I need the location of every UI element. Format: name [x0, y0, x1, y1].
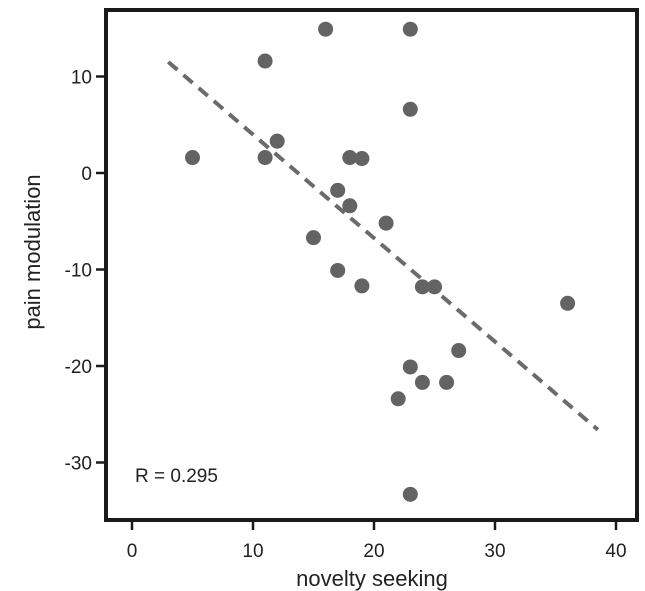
data-point [330, 182, 346, 198]
y-tick-label: 10 [71, 68, 92, 89]
x-tick-label: 40 [605, 541, 626, 562]
data-point [269, 133, 285, 149]
y-tick-label: -20 [65, 357, 92, 378]
data-point [427, 279, 442, 295]
data-point [185, 150, 200, 166]
data-point [318, 21, 334, 37]
y-axis-label: pain modulation [20, 174, 45, 329]
data-point [354, 151, 370, 167]
data-point [390, 391, 406, 407]
data-point [402, 486, 418, 502]
x-tick-label: 20 [363, 541, 384, 562]
axis-ticks: 0 10 20 30 40 10 0 -10 -20 -30 [65, 68, 627, 563]
x-axis-label: novelty seeking [296, 566, 448, 591]
data-point [451, 343, 467, 359]
data-point [402, 101, 418, 117]
data-point [439, 374, 455, 390]
data-point [257, 150, 273, 166]
trend-line [166, 60, 600, 432]
data-point [414, 374, 430, 390]
data-point [342, 150, 358, 166]
x-tick-label: 10 [242, 541, 263, 562]
plot-frame [104, 8, 639, 522]
data-point [354, 278, 370, 294]
data-point [560, 295, 576, 311]
data-points [185, 21, 576, 502]
x-tick-label: 0 [127, 541, 138, 562]
correlation-annotation: R = 0.295 [135, 466, 218, 487]
data-point [378, 215, 394, 231]
data-point [402, 359, 418, 375]
data-point [402, 21, 418, 37]
data-point [330, 262, 346, 278]
x-tick-label: 30 [484, 541, 505, 562]
y-tick-label: -10 [65, 261, 92, 282]
y-tick-label: 0 [81, 164, 92, 185]
y-tick-label: -30 [65, 454, 92, 475]
data-point [414, 279, 430, 295]
data-point [306, 230, 321, 246]
data-point [342, 198, 358, 214]
data-point [257, 53, 273, 69]
